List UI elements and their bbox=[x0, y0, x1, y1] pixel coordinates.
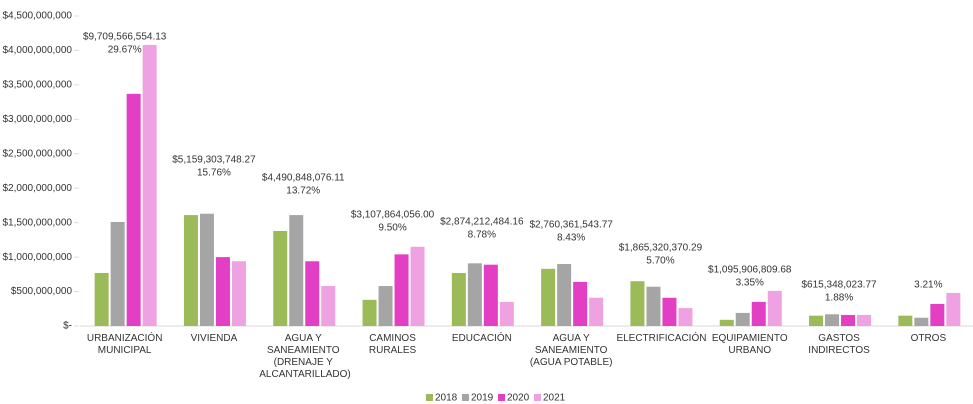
x-tick-label: ELECTRIFICACIÓN bbox=[616, 333, 707, 344]
annotation-total: $3,107,864,056.00 bbox=[351, 210, 435, 221]
x-tick-label: URBANIZACIÓN MUNICIPAL bbox=[86, 333, 163, 356]
y-tick-label: $3,500,000,000 bbox=[2, 80, 72, 91]
y-tick-label: $500,000,000 bbox=[11, 286, 73, 297]
annotation-total: $2,874,212,484.16 bbox=[440, 217, 524, 228]
bar bbox=[857, 314, 872, 326]
bar bbox=[946, 292, 961, 326]
x-tick-label: EDUCACIÓN bbox=[451, 333, 512, 344]
annotation-percent: 1.88% bbox=[825, 293, 853, 304]
annotation-percent: 9.50% bbox=[378, 223, 406, 234]
annotation-total: $5,159,303,748.27 bbox=[172, 155, 256, 166]
x-tick-label: OTROS bbox=[910, 333, 947, 344]
legend-swatch bbox=[462, 394, 469, 401]
bar bbox=[767, 290, 782, 326]
y-tick-label: $4,000,000,000 bbox=[2, 45, 72, 56]
legend-label: 2020 bbox=[507, 393, 530, 404]
bar bbox=[362, 299, 377, 326]
annotation-percent: 15.76% bbox=[197, 168, 231, 179]
bar bbox=[199, 213, 214, 326]
bar bbox=[231, 261, 246, 326]
bar bbox=[378, 286, 393, 326]
bar bbox=[467, 263, 482, 326]
bar bbox=[289, 215, 304, 326]
y-tick-label: $1,500,000,000 bbox=[2, 217, 72, 228]
legend-swatch bbox=[534, 394, 541, 401]
bar bbox=[678, 308, 693, 326]
bar bbox=[94, 272, 109, 326]
bar bbox=[483, 264, 498, 326]
bar bbox=[110, 221, 125, 326]
bar bbox=[215, 257, 230, 326]
annotation-total: $1,095,906,809.68 bbox=[708, 265, 792, 276]
bar bbox=[394, 254, 409, 326]
bar bbox=[321, 286, 336, 326]
annotation-total: $9,709,566,554.13 bbox=[83, 32, 167, 43]
annotation-percent: 3.35% bbox=[736, 278, 764, 289]
legend-label: 2019 bbox=[471, 393, 494, 404]
annotation-percent: 8.78% bbox=[468, 230, 496, 241]
y-tick-label: $2,000,000,000 bbox=[2, 183, 72, 194]
y-tick-label: $3,000,000,000 bbox=[2, 114, 72, 125]
x-tick-label: AGUA Y SANEAMIENTO (DRENAJE Y ALCANTARIL… bbox=[259, 333, 351, 380]
bar bbox=[273, 230, 288, 326]
x-tick-label: GASTOS INDIRECTOS bbox=[808, 333, 870, 356]
annotation-percent: 13.72% bbox=[286, 186, 320, 197]
bar bbox=[825, 314, 840, 326]
y-tick-label: $4,500,000,000 bbox=[2, 11, 72, 22]
x-tick-label: AGUA Y SANEAMIENTO (AGUA POTABLE) bbox=[529, 333, 613, 368]
x-tick-label: CAMINOS RURALES bbox=[368, 333, 417, 356]
legend-swatch bbox=[426, 394, 433, 401]
bar bbox=[719, 319, 734, 326]
annotation-percent: 29.67% bbox=[108, 45, 142, 56]
bar bbox=[930, 303, 945, 326]
bar bbox=[557, 264, 572, 326]
bar bbox=[541, 268, 556, 326]
legend-swatch bbox=[498, 394, 505, 401]
x-tick-label: VIVIENDA bbox=[190, 333, 238, 344]
bar bbox=[451, 272, 466, 326]
bar bbox=[410, 246, 425, 326]
bar bbox=[735, 312, 750, 326]
annotation-total: $1,865,320,370.29 bbox=[619, 243, 703, 254]
y-tick-label: $2,500,000,000 bbox=[2, 148, 72, 159]
legend-label: 2018 bbox=[435, 393, 458, 404]
bar bbox=[573, 281, 588, 326]
annotation-total: $615,348,023.77 bbox=[802, 280, 878, 291]
bar bbox=[499, 301, 514, 326]
bar bbox=[589, 297, 604, 326]
bar bbox=[914, 317, 929, 326]
bar bbox=[126, 93, 141, 326]
bar bbox=[898, 315, 913, 326]
bar bbox=[183, 215, 198, 326]
bar bbox=[841, 314, 856, 326]
annotation-total: $2,760,361,543.77 bbox=[529, 220, 613, 231]
bar bbox=[809, 315, 824, 326]
y-tick-label: $1,000,000,000 bbox=[2, 252, 72, 263]
annotation-percent: 3.21% bbox=[914, 280, 942, 291]
x-tick-label: EQUIPAMIENTO URBANO bbox=[711, 333, 788, 356]
annotation-percent: 5.70% bbox=[646, 256, 674, 267]
bar bbox=[646, 286, 661, 326]
bar bbox=[305, 261, 320, 326]
bar bbox=[751, 301, 766, 326]
y-tick-label: $- bbox=[63, 321, 72, 332]
legend-label: 2021 bbox=[543, 393, 566, 404]
bar bbox=[142, 44, 157, 326]
bar bbox=[662, 297, 677, 326]
bar bbox=[630, 281, 645, 326]
annotation-percent: 8.43% bbox=[557, 233, 585, 244]
annotation-total: $4,490,848,076.11 bbox=[262, 173, 345, 184]
